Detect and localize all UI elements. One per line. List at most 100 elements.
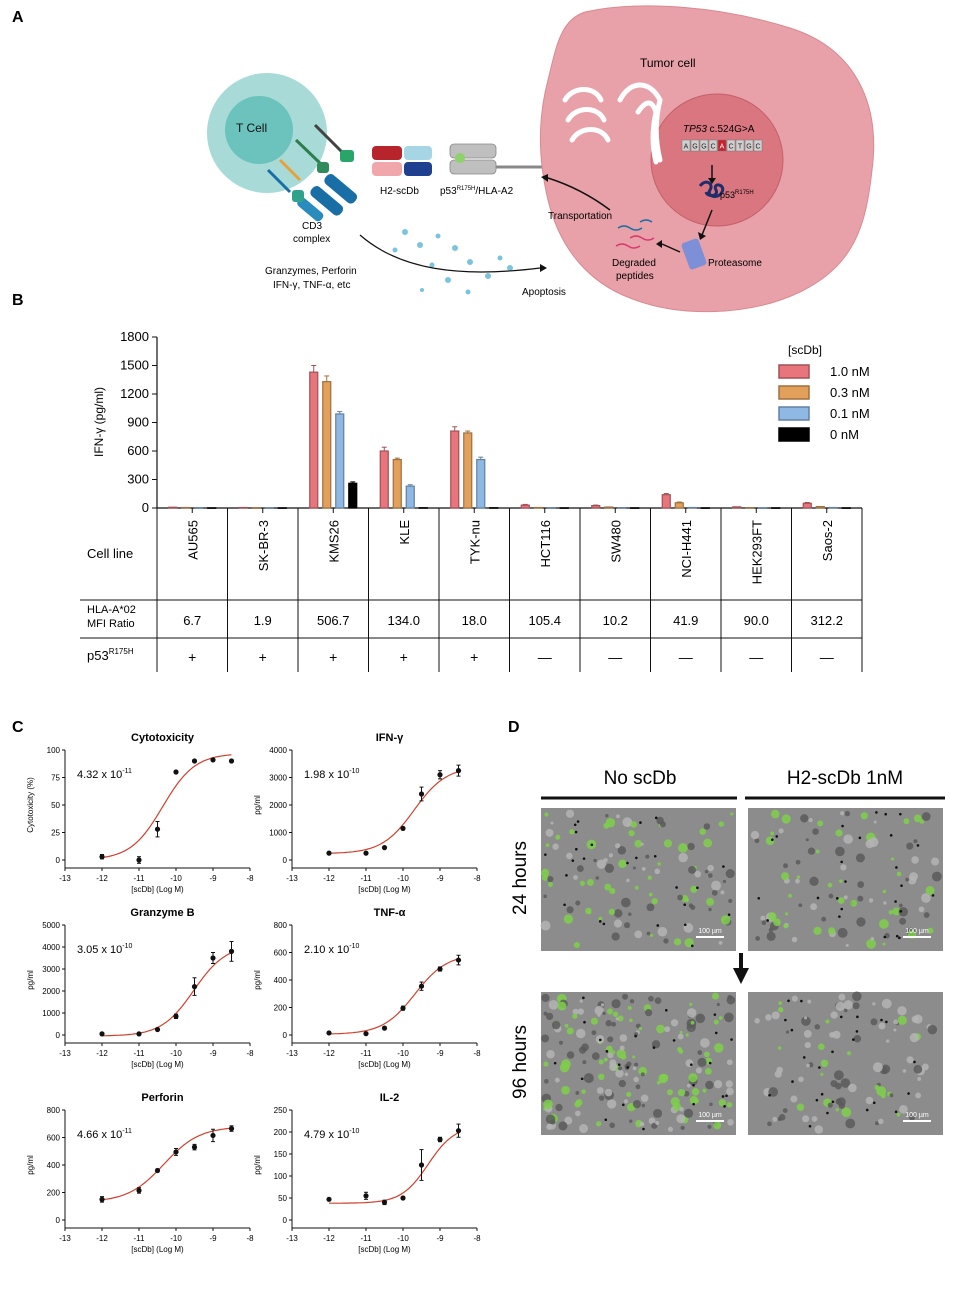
cell-blob: [608, 853, 614, 858]
tp53-gene: TP53: [683, 124, 707, 135]
cell-blob: [917, 1077, 922, 1081]
p53-hla-sup: R175H: [457, 186, 476, 192]
legend-label: 0.1 nM: [830, 406, 870, 421]
cell-blob: [703, 838, 713, 848]
data-point: [326, 1030, 332, 1036]
cell-blob: [777, 1046, 782, 1050]
cell-blob: [626, 1061, 632, 1067]
data-point: [228, 1125, 235, 1132]
fit-curve: [329, 1132, 459, 1204]
cell-blob: [670, 1019, 679, 1027]
x-tick-label: -11: [361, 874, 373, 883]
y-tick-label: 3000: [269, 774, 287, 783]
scale-bar-label: 100 µm: [698, 928, 722, 935]
cell-blob: [790, 1095, 798, 1103]
cell-blob: [857, 895, 864, 902]
cell-blob: [760, 915, 766, 921]
cell-blob: [800, 814, 809, 823]
p53-row-label-sup: R175H: [109, 647, 134, 656]
cell-blob: [616, 1049, 626, 1059]
cell-blob: [653, 1108, 663, 1118]
cell-blob: [688, 1073, 698, 1083]
cell-blob: [818, 1043, 825, 1050]
x-axis-label: [scDb] (Log M): [358, 1245, 411, 1254]
cell-blob: [611, 932, 620, 941]
p53-sup: R175H: [735, 190, 754, 196]
cell-blob: [931, 871, 942, 882]
cell-blob: [840, 864, 847, 871]
dark-speck: [576, 820, 580, 823]
cell-blob: [604, 863, 614, 873]
cell-blob: [607, 1099, 617, 1109]
cell-blob: [875, 1121, 880, 1126]
cell-blob: [711, 992, 720, 1000]
ec50-label: 2.10 x 10-10: [304, 943, 359, 956]
x-tick-label: -9: [436, 1049, 444, 1058]
cell-blob: [581, 1089, 586, 1094]
cell-blob: [597, 1013, 601, 1017]
y-tick-label: 0: [283, 1216, 288, 1225]
bar: [700, 507, 710, 509]
data-point: [228, 758, 235, 764]
ec50-exponent: -10: [349, 943, 359, 950]
cell-blob: [634, 885, 639, 890]
scale-bar-label: 100 µm: [905, 928, 929, 935]
cell-blob: [772, 1116, 778, 1122]
cell-blob: [679, 1030, 683, 1034]
cell-blob: [725, 1080, 733, 1088]
cell-blob: [546, 1049, 555, 1059]
cell-blob: [605, 1020, 612, 1027]
y-tick-label: 100: [274, 1172, 288, 1181]
dark-speck: [690, 944, 694, 948]
cell-line-label: AU565: [185, 520, 200, 560]
cell-blob: [925, 886, 935, 895]
cell-blob: [722, 879, 727, 884]
cell-blob: [893, 1019, 899, 1025]
dark-speck: [831, 1050, 834, 1054]
cell-blob: [878, 1118, 884, 1125]
cell-line-label: TYK-nu: [467, 520, 482, 564]
cell-blob: [579, 1123, 589, 1133]
cell-blob: [923, 912, 930, 918]
y-axis-label: Cytotoxicity (%): [26, 777, 35, 833]
dose-response-chart: 0 25 50 75 100 -13 -12 -11 -10 -9 -8 [scDb] (Log M)…: [26, 732, 254, 894]
cell-blob: [913, 839, 918, 844]
cell-blob: [687, 842, 695, 851]
cell-blob: [781, 814, 791, 824]
cell-blob: [598, 1095, 605, 1101]
cell-blob: [545, 1114, 556, 1124]
dark-speck: [598, 920, 602, 923]
bar: [463, 432, 473, 509]
cell-blob: [791, 995, 798, 1002]
y-tick-label: 0: [283, 1031, 288, 1040]
cell-blob: [632, 1055, 636, 1059]
dna-base-letter: C: [710, 144, 715, 151]
cell-blob: [703, 1051, 710, 1058]
dna-base-box: [690, 139, 700, 152]
y-tick-label: 4000: [269, 746, 287, 755]
legend-title: [scDb]: [788, 343, 822, 357]
dark-speck: [907, 1092, 910, 1095]
dark-speck: [692, 1102, 695, 1106]
cell-blob: [899, 903, 903, 908]
x-tick-label: -10: [397, 1049, 409, 1058]
cell-blob: [768, 927, 774, 933]
y-tick-label: 200: [47, 1189, 61, 1198]
cell-blob: [617, 1066, 623, 1071]
cell-blob: [609, 1122, 616, 1129]
y-tick-label: 1500: [120, 358, 149, 373]
x-tick-label: -9: [209, 874, 217, 883]
bar: [828, 506, 838, 509]
cell-blob: [868, 898, 874, 903]
y-tick-label: 200: [274, 1004, 288, 1013]
cell-blob: [646, 903, 655, 912]
dark-speck: [602, 922, 606, 926]
y-tick-label: 800: [274, 921, 288, 930]
cell-blob: [714, 1043, 724, 1053]
cell-blob: [891, 857, 895, 861]
cell-blob: [795, 859, 801, 865]
cell-blob: [897, 1015, 907, 1025]
dark-speck: [800, 999, 803, 1003]
y-tick-label: 400: [47, 1161, 61, 1170]
dark-speck: [653, 854, 657, 858]
